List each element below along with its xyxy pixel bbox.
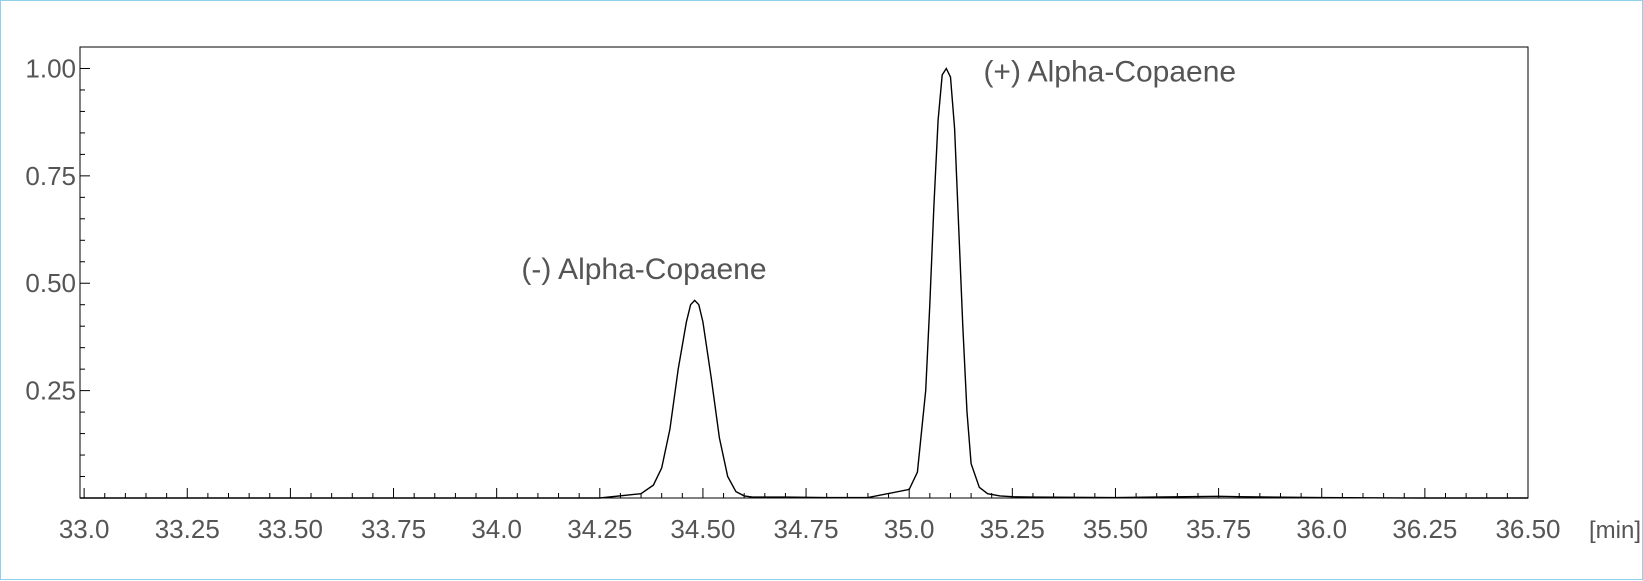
x-unit-label: [min]	[1589, 517, 1641, 544]
x-tick-label: 35.75	[1186, 514, 1251, 544]
series-line	[80, 67, 1528, 499]
x-tick-label: 36.25	[1392, 514, 1457, 544]
x-tick-label: 34.0	[471, 514, 522, 544]
plot-area-border	[79, 46, 1529, 499]
x-tick-label: 33.50	[258, 514, 323, 544]
y-tick-label: 0.50	[25, 268, 76, 298]
peak-annotation: (+) Alpha-Copaene	[983, 55, 1236, 88]
x-tick-label: 34.75	[774, 514, 839, 544]
y-tick-label: 1.00	[25, 53, 76, 83]
peak-annotation: (-) Alpha-Copaene	[521, 253, 766, 286]
x-tick-label: 36.0	[1296, 514, 1347, 544]
y-tick-label: 0.75	[25, 161, 76, 191]
x-axis: 33.0 33.25 33.50 33.75 34.0 34.25 34.50 34.75 35…	[59, 488, 1561, 544]
x-tick-label: 35.25	[980, 514, 1045, 544]
x-tick-label: 33.25	[155, 514, 220, 544]
y-tick-label: 0.25	[25, 376, 76, 406]
y-axis: 0.25 0.50 0.75 1.00	[25, 53, 90, 478]
x-tick-label: 35.0	[884, 514, 935, 544]
annotations: (-) Alpha-Copaene (+) Alpha-Copaene	[521, 55, 1236, 286]
x-tick-label: 33.75	[361, 514, 426, 544]
x-tick-label: 34.50	[670, 514, 735, 544]
x-tick-label: 35.50	[1083, 514, 1148, 544]
x-tick-label: 34.25	[567, 514, 632, 544]
x-tick-label: 33.0	[59, 514, 110, 544]
x-tick-label: 36.50	[1495, 514, 1560, 544]
